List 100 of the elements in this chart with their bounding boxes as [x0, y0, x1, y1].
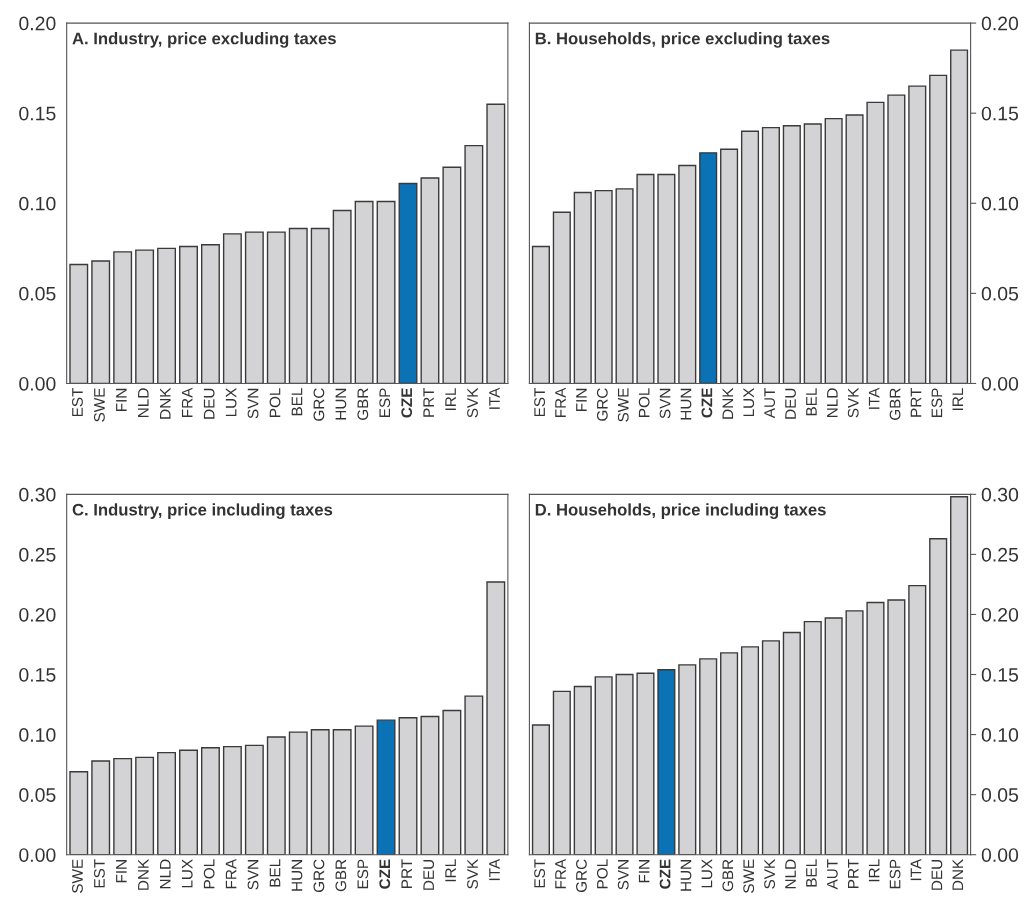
bar — [486, 103, 506, 384]
y-tick-label: 0.15 — [19, 106, 56, 121]
y-tick-label: 0.30 — [981, 487, 1019, 502]
bar — [420, 715, 440, 855]
bar — [69, 771, 89, 855]
x-tick-label: BEL — [806, 859, 817, 887]
y-tick-label: 0.15 — [19, 667, 56, 682]
bar — [179, 749, 198, 855]
x-tick-label: ESP — [357, 859, 369, 889]
bar — [288, 227, 308, 384]
bar — [887, 94, 906, 384]
y-tick-label: 0.10 — [981, 196, 1019, 211]
x-tick-label: DNK — [138, 859, 149, 890]
bar — [803, 123, 822, 384]
x-tick-label: SWE — [617, 388, 629, 422]
x-tick-label: POL — [638, 388, 650, 417]
x-tick-label: GRC — [313, 859, 325, 893]
bar — [699, 658, 718, 855]
bar — [615, 188, 634, 384]
bar — [594, 676, 613, 855]
bar — [200, 747, 220, 855]
bar — [782, 631, 801, 855]
bar — [310, 729, 330, 855]
bar — [720, 652, 739, 855]
x-tick-label: LUX — [701, 859, 713, 888]
bar — [354, 200, 374, 384]
y-tick-label: 0.10 — [19, 196, 56, 211]
y-tick-label: 0.00 — [19, 376, 56, 391]
bar — [113, 757, 133, 855]
bar — [222, 745, 242, 855]
bar — [552, 690, 571, 855]
bar — [464, 695, 484, 855]
y-tick-label: 0.00 — [19, 848, 56, 862]
bar — [376, 719, 396, 855]
x-tick-label: BEL — [291, 388, 303, 416]
x-tick-label: LUX — [225, 387, 237, 417]
bar — [761, 640, 780, 855]
x-tick-label: BEL — [269, 859, 281, 887]
x-tick-label: SVK — [847, 387, 859, 418]
bar — [531, 724, 550, 855]
x-tick-label: IRL — [445, 388, 456, 410]
x-tick-label: FIN — [576, 388, 587, 411]
x-tick-label: DNK — [160, 387, 171, 419]
bar — [91, 260, 111, 384]
y-tick-label: 0.15 — [981, 667, 1019, 682]
x-tick-label: GBR — [357, 388, 369, 420]
bar — [157, 751, 177, 855]
bar — [442, 709, 462, 855]
bar — [740, 130, 760, 384]
y-tick-label: 0.25 — [981, 547, 1019, 562]
text: D. Households, price including taxes — [535, 503, 826, 519]
bar — [266, 231, 286, 384]
x-tick-label: EST — [72, 387, 83, 417]
x-tick-label: SVK — [467, 859, 478, 889]
bar — [135, 756, 155, 855]
bar — [332, 209, 352, 384]
x-tick-label: ESP — [379, 388, 391, 417]
y-tick-label: 0.05 — [981, 788, 1019, 802]
y-tick-label: 0.20 — [981, 16, 1019, 31]
y-tick-label: 0.00 — [981, 848, 1019, 862]
x-tick-label: CZE — [401, 388, 413, 418]
x-tick-label: POL — [269, 388, 281, 417]
x-tick-label: PRT — [847, 859, 859, 888]
bar — [803, 620, 822, 855]
bar — [866, 601, 885, 855]
bar — [908, 85, 927, 384]
bar — [135, 249, 155, 384]
x-tick-label: DEU — [203, 388, 215, 419]
bar — [244, 744, 264, 855]
bar — [699, 152, 718, 384]
bar — [398, 182, 418, 384]
x-tick-label: SWE — [743, 859, 755, 893]
x-tick-label: GRC — [313, 388, 325, 421]
y-tick-label: 0.05 — [19, 286, 56, 301]
bar — [531, 245, 550, 384]
y-tick-label: 0.10 — [981, 728, 1019, 742]
x-tick-label: SWE — [93, 388, 105, 422]
x-tick-label: ITA — [489, 387, 500, 409]
bar — [573, 191, 592, 384]
x-tick-label: NLD — [827, 388, 838, 417]
x-tick-label: DEU — [423, 860, 435, 890]
x-tick-label: EST — [534, 859, 546, 888]
x-tick-label: HUN — [291, 860, 303, 891]
x-tick-label: GBR — [722, 859, 734, 892]
y-tick-label: 0.05 — [981, 286, 1019, 301]
bar — [866, 101, 885, 384]
bar — [887, 599, 906, 855]
x-tick-label: IRL — [952, 388, 964, 410]
bar — [354, 725, 374, 855]
x-tick-label: LUX — [743, 387, 755, 417]
x-tick-label: PRT — [910, 387, 922, 417]
x-tick-label: BEL — [806, 388, 817, 416]
x-tick-label: HUN — [680, 388, 692, 420]
bar — [678, 664, 697, 855]
x-tick-label: SVN — [659, 388, 671, 419]
y-tick-label: 0.05 — [19, 788, 56, 802]
x-tick-label: FIN — [116, 860, 127, 883]
x-tick-label: GBR — [889, 388, 901, 420]
text: C. Industry, price including taxes — [72, 503, 333, 519]
x-tick-label: GBR — [335, 859, 347, 892]
